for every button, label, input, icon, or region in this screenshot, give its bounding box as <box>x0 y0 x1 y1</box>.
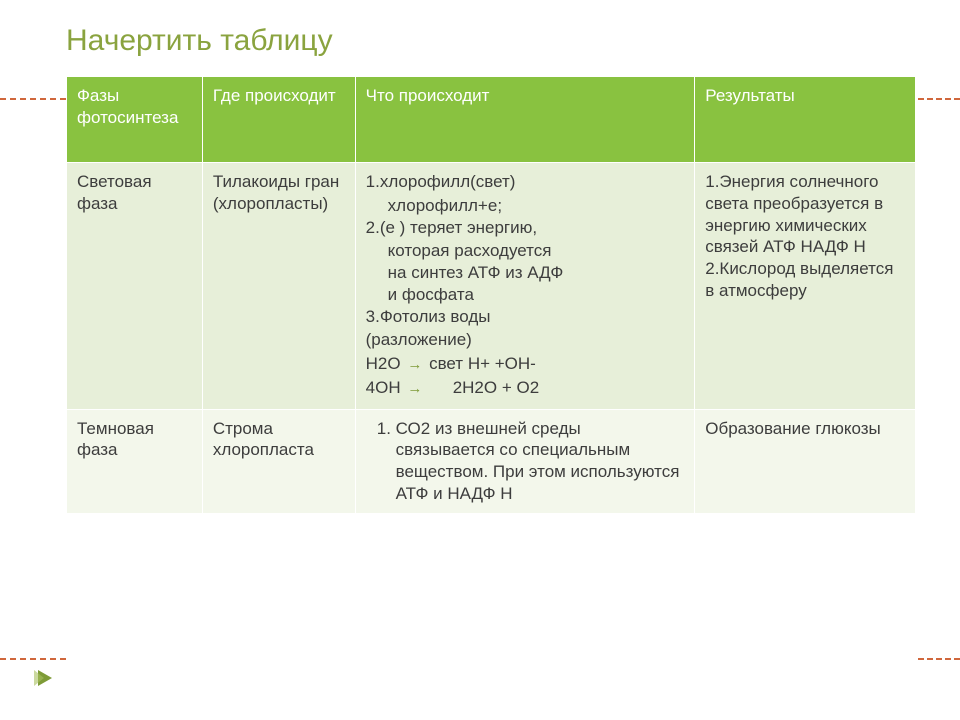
reaction-left: Н2О <box>366 354 401 373</box>
col-header-location: Где происходит <box>202 77 355 163</box>
slide: Начертить таблицу Фазы фотосинтеза Где п… <box>0 0 960 720</box>
result-line: 2.Кислород выделяется в атмосферу <box>705 258 905 302</box>
cell-phase: Световая фаза <box>67 163 203 410</box>
process-line: 1.хлорофилл(свет) <box>366 171 685 193</box>
reaction-left: 4ОН <box>366 378 401 397</box>
cell-process: СО2 из внешней среды связывается со спец… <box>355 409 695 513</box>
process-line: Н2О → свет Н+ +ОН- <box>366 353 685 375</box>
decor-line <box>0 98 66 100</box>
process-line: 4ОН → 2Н2О + О2 <box>366 377 685 399</box>
cell-process: 1.хлорофилл(свет) хлорофилл+е; 2.(е ) те… <box>355 163 695 410</box>
process-line: СО2 из внешней среды связывается со спец… <box>396 418 685 505</box>
table-row: Световая фаза Тилакоиды гран (хлоропласт… <box>67 163 916 410</box>
table-row: Темновая фаза Строма хлоропласта СО2 из … <box>67 409 916 513</box>
decor-line <box>918 98 960 100</box>
cell-result: Образование глюкозы <box>695 409 916 513</box>
arrow-icon: → <box>405 355 424 374</box>
process-line: 2.(е ) теряет энергию, <box>366 217 685 239</box>
photosynthesis-table: Фазы фотосинтеза Где происходит Что прои… <box>66 76 916 514</box>
result-line: 1.Энергия солнечного света преобразуется… <box>705 171 905 258</box>
slide-marker-icon <box>38 670 52 686</box>
col-header-process: Что происходит <box>355 77 695 163</box>
decor-line <box>918 658 960 660</box>
col-header-result: Результаты <box>695 77 916 163</box>
process-line: и фосфата <box>366 284 685 306</box>
process-line: хлорофилл+е; <box>366 195 685 217</box>
arrow-icon: → <box>405 379 424 398</box>
process-line: (разложение) <box>366 329 685 351</box>
cell-location: Тилакоиды гран (хлоропласты) <box>202 163 355 410</box>
process-line: на синтез АТФ из АДФ <box>366 262 685 284</box>
decor-line <box>0 658 66 660</box>
cell-result: 1.Энергия солнечного света преобразуется… <box>695 163 916 410</box>
process-line: которая расходуется <box>366 240 685 262</box>
col-header-phase: Фазы фотосинтеза <box>67 77 203 163</box>
table-header-row: Фазы фотосинтеза Где происходит Что прои… <box>67 77 916 163</box>
cell-phase: Темновая фаза <box>67 409 203 513</box>
reaction-right: свет Н+ +ОН- <box>429 354 536 373</box>
reaction-right: 2Н2О + О2 <box>453 378 539 397</box>
process-line: 3.Фотолиз воды <box>366 306 685 328</box>
cell-location: Строма хлоропласта <box>202 409 355 513</box>
page-title: Начертить таблицу <box>0 24 960 76</box>
